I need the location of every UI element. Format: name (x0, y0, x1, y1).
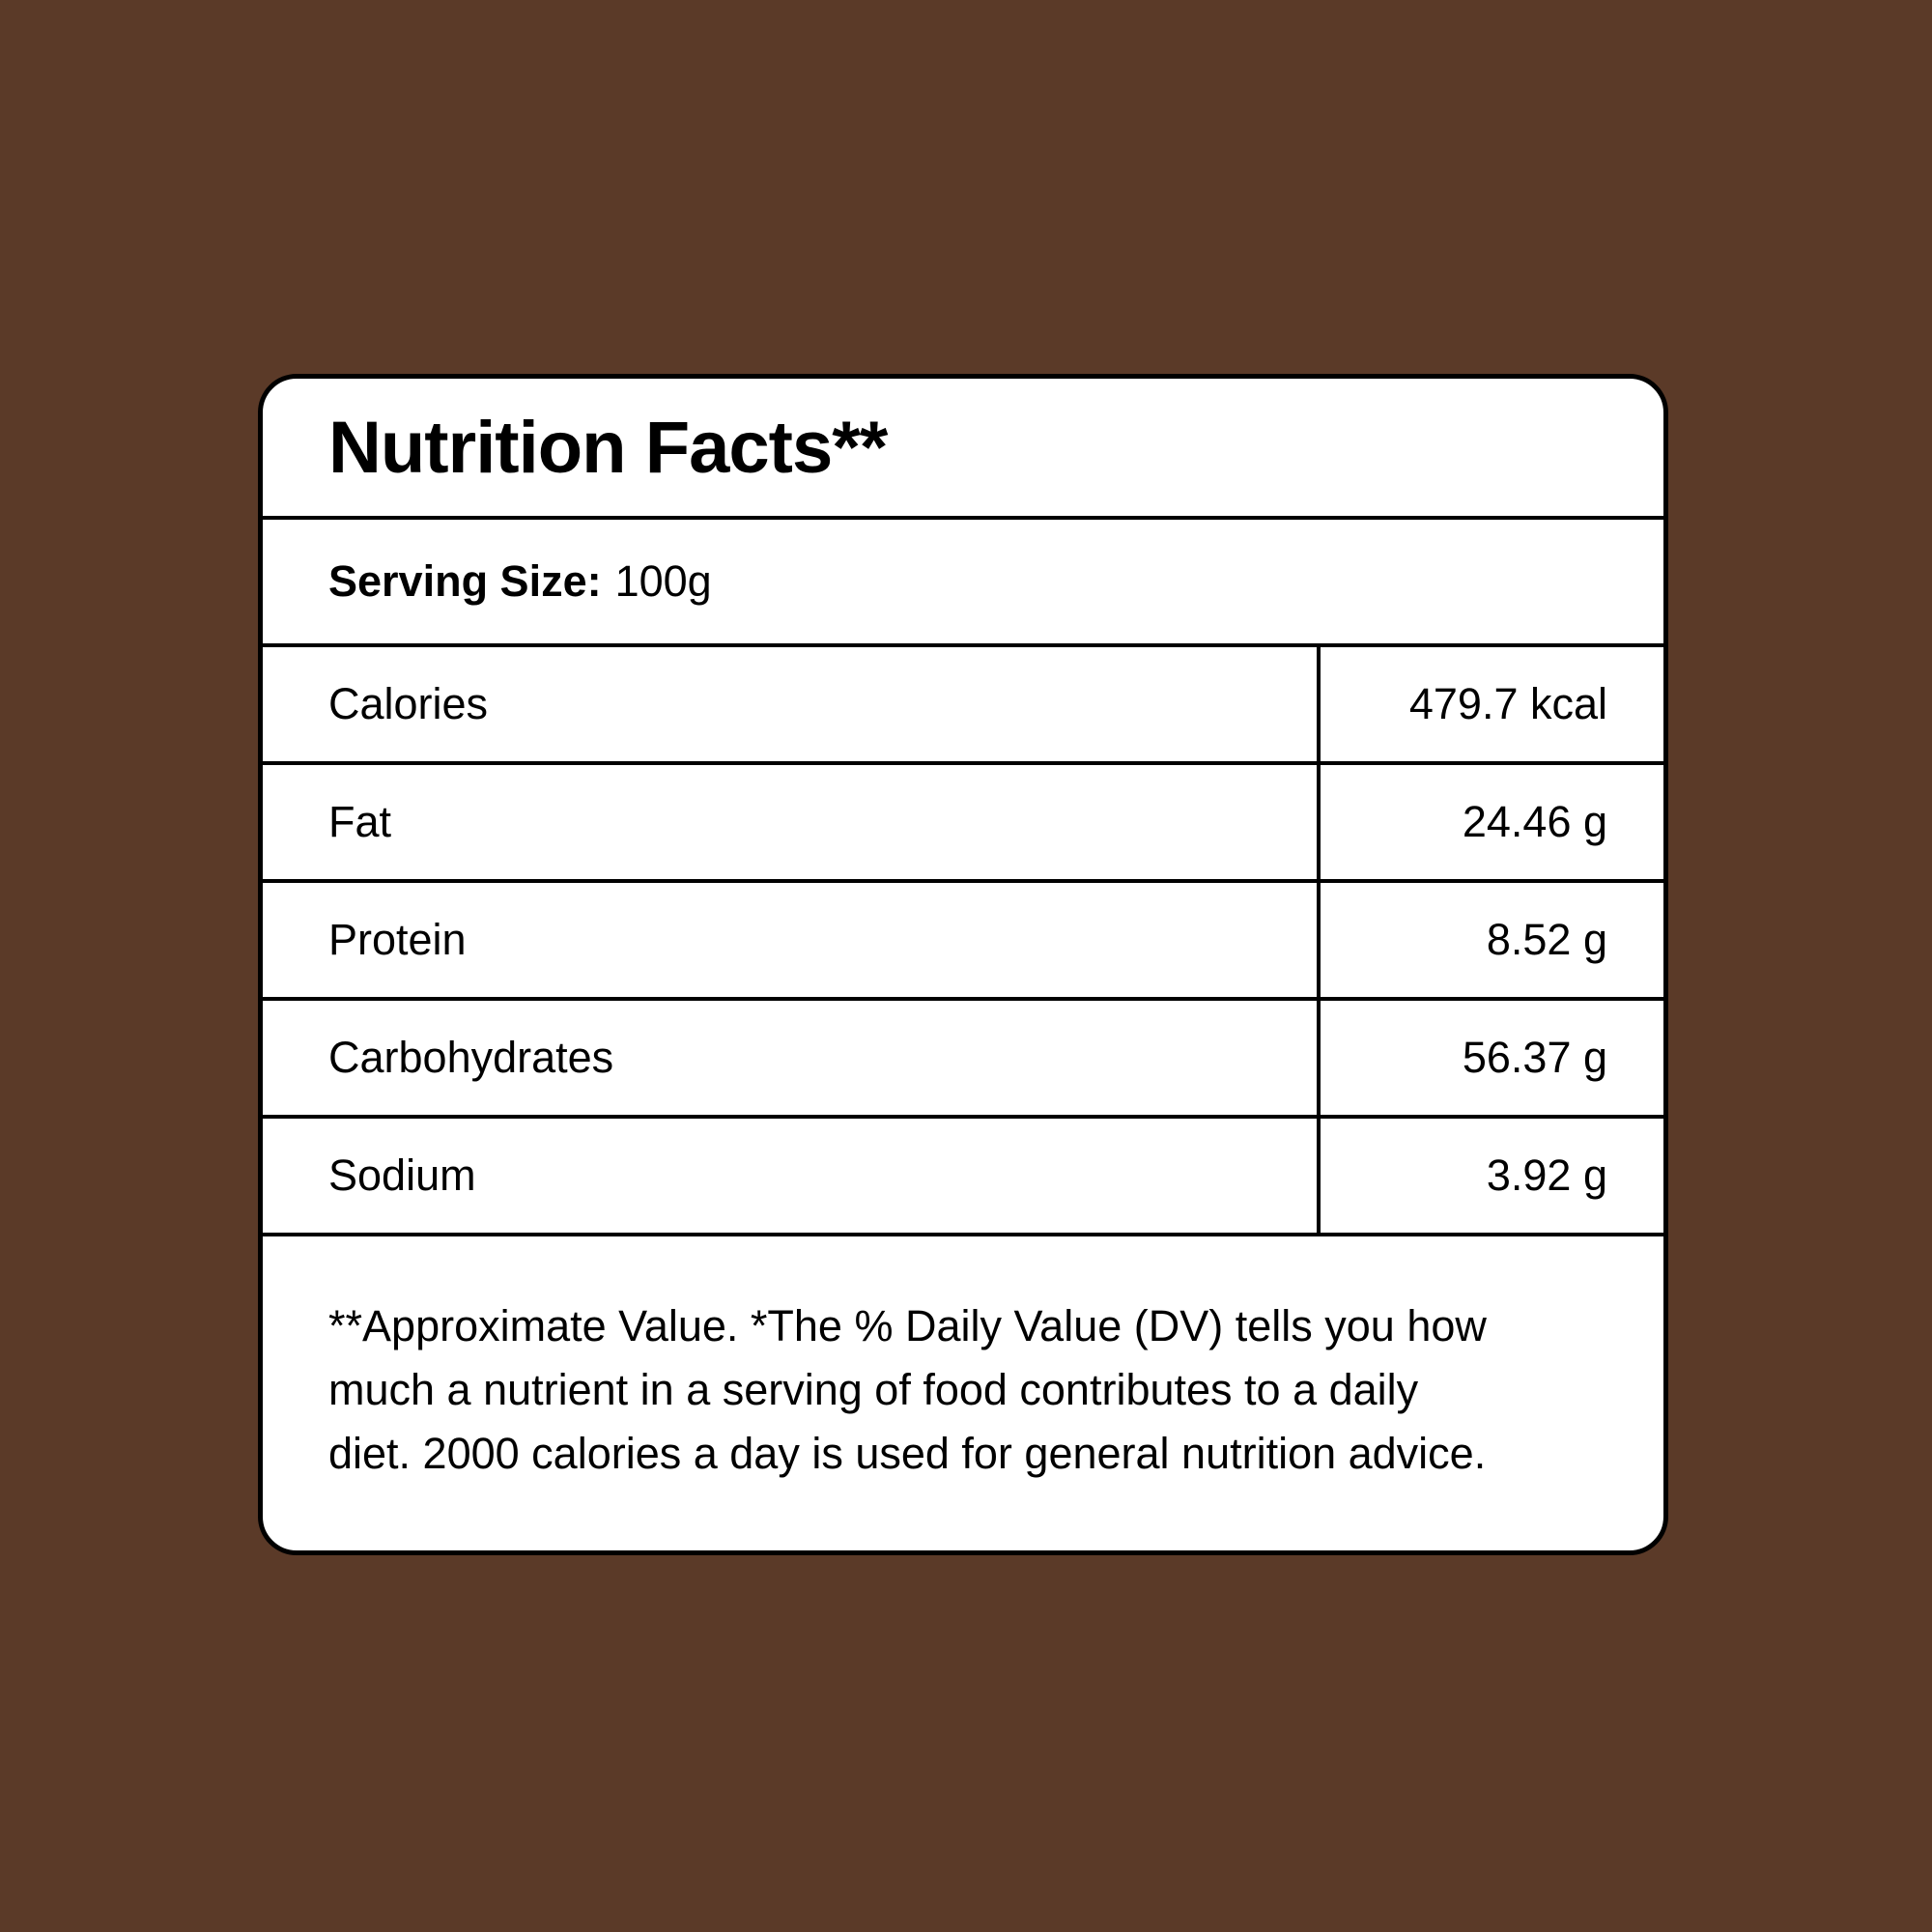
footnote-line: diet. 2000 calories a day is used for ge… (328, 1428, 1487, 1478)
nutrient-label: Sodium (328, 1151, 476, 1200)
nutrient-label: Carbohydrates (328, 1033, 614, 1082)
nutrient-label: Fat (328, 797, 392, 846)
nutrient-value: 3.92 g (1317, 1119, 1663, 1233)
serving-size-row: Serving Size: 100g (263, 520, 1663, 647)
card-header: Nutrition Facts** (263, 379, 1663, 520)
table-row-carbohydrates: Carbohydrates 56.37 g (263, 1001, 1663, 1119)
footnote-line: much a nutrient in a serving of food con… (328, 1364, 1419, 1414)
footnote: **Approximate Value. *The % Daily Value … (263, 1236, 1663, 1550)
nutrient-label: Calories (328, 679, 489, 728)
nutrient-label: Protein (328, 915, 467, 964)
table-row-fat: Fat 24.46 g (263, 765, 1663, 883)
nutrient-value: 24.46 g (1317, 765, 1663, 879)
serving-size-label: Serving Size: (328, 556, 602, 606)
table-row-calories: Calories 479.7 kcal (263, 647, 1663, 765)
footnote-line: **Approximate Value. *The % Daily Value … (328, 1300, 1487, 1350)
nutrient-value: 8.52 g (1317, 883, 1663, 997)
table-row-protein: Protein 8.52 g (263, 883, 1663, 1001)
serving-size-value: 100g (614, 556, 712, 606)
nutrient-value: 56.37 g (1317, 1001, 1663, 1115)
nutrient-value: 479.7 kcal (1317, 647, 1663, 761)
nutrition-facts-card: Nutrition Facts** Serving Size: 100g Cal… (258, 374, 1668, 1555)
card-title: Nutrition Facts** (328, 406, 888, 489)
table-row-sodium: Sodium 3.92 g (263, 1119, 1663, 1236)
